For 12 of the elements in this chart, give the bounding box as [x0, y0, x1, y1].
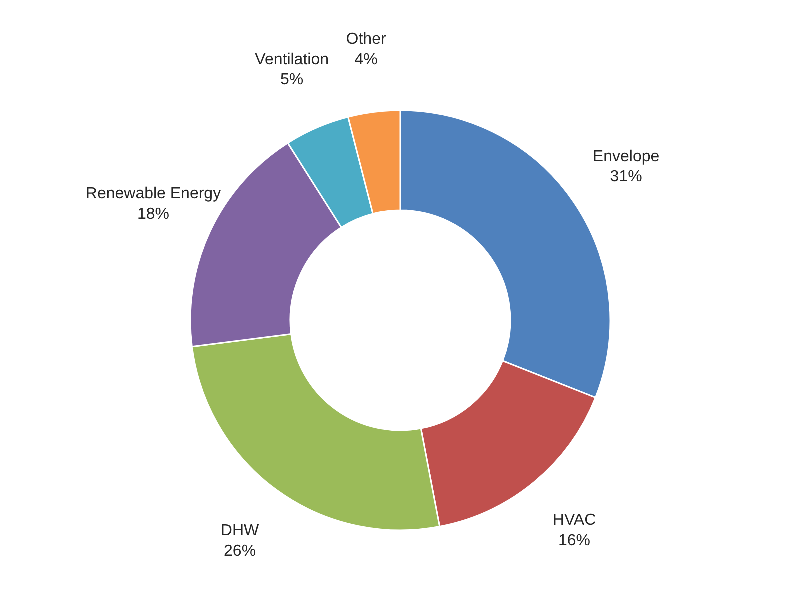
data-label: 5%	[280, 72, 304, 89]
data-label: 16%	[558, 532, 591, 550]
data-label: 26%	[224, 543, 256, 560]
data-label: 4%	[354, 51, 378, 68]
slice-label: Ventilation	[255, 51, 330, 68]
data-label: 31%	[610, 168, 642, 186]
slice-label: DHW	[220, 522, 260, 540]
slice-label: Envelope	[592, 148, 660, 166]
data-label: 18%	[137, 206, 170, 223]
slice-label: Other	[346, 30, 387, 48]
slice-label: Renewable Energy	[86, 186, 222, 203]
slice-label: HVAC	[552, 512, 596, 530]
